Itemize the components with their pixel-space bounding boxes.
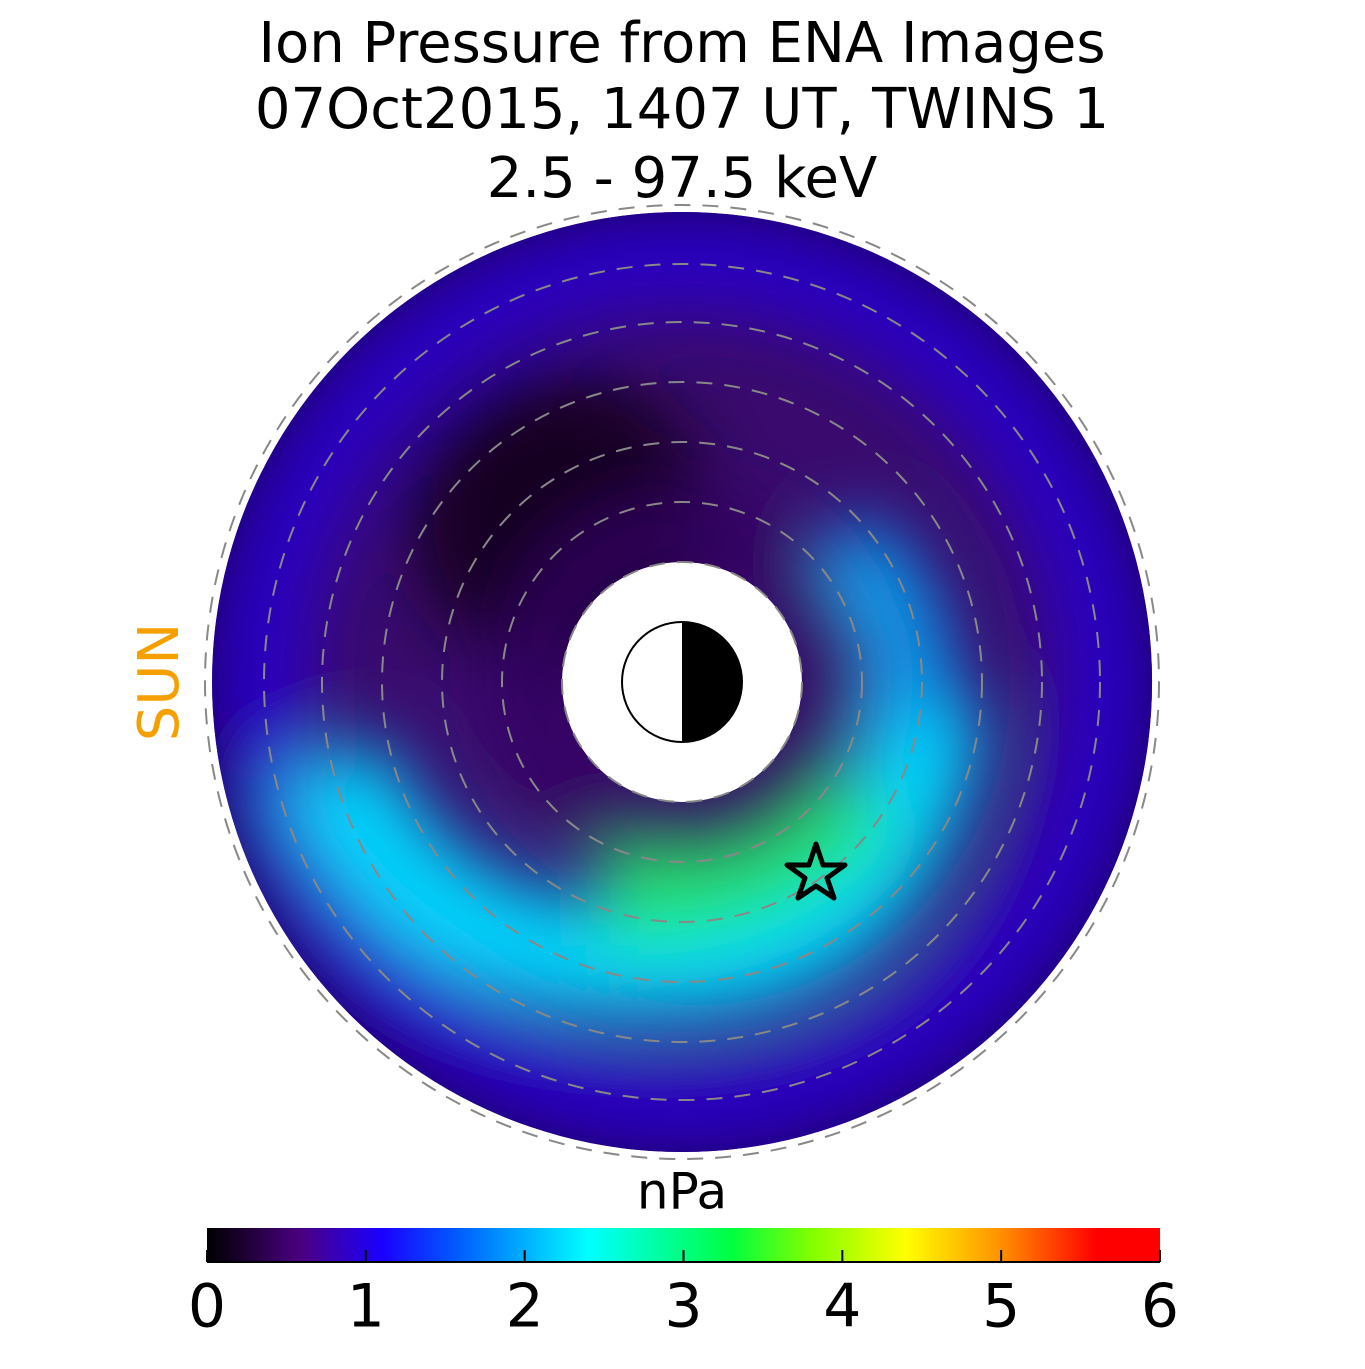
tick-label: 6 (1141, 1272, 1179, 1342)
tick-label: 1 (347, 1272, 385, 1342)
tick-label: 5 (982, 1272, 1020, 1342)
title-line: 2.5 - 97.5 keV (487, 146, 878, 211)
tick-label: 0 (188, 1272, 226, 1342)
earth (621, 621, 743, 743)
title-line: 07Oct2015, 1407 UT, TWINS 1 (255, 77, 1109, 142)
spacecraft-star (784, 841, 848, 901)
title-line: Ion Pressure from ENA Images (258, 11, 1105, 76)
tick-label: 2 (506, 1272, 544, 1342)
colorbar-label: nPa (637, 1163, 727, 1221)
pressure-map (212, 212, 1153, 1152)
tick-label: 3 (664, 1272, 702, 1342)
sun-label: SUN (127, 623, 192, 741)
distance-rings (204, 204, 1160, 1160)
tick-label: 4 (823, 1272, 861, 1342)
